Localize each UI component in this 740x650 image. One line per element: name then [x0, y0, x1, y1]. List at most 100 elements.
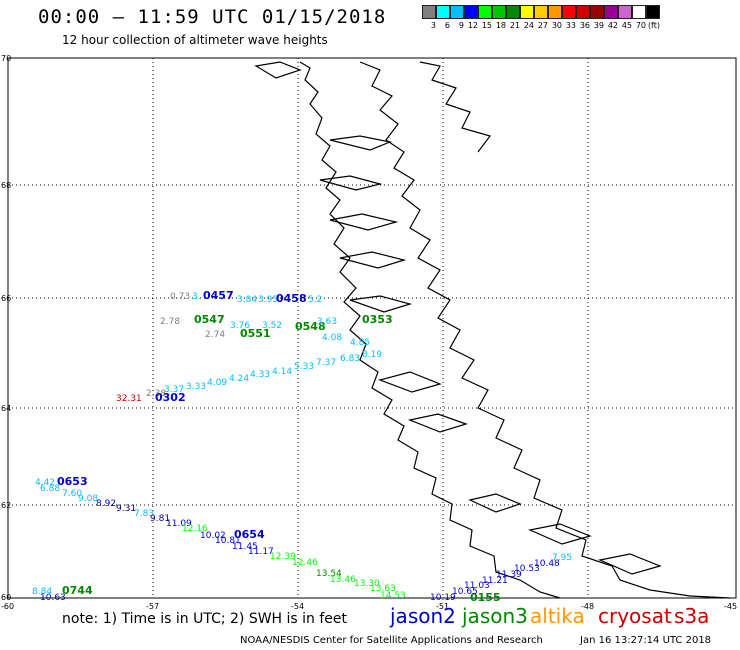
timestamp: Jan 16 13:27:14 UTC 2018: [580, 635, 712, 646]
lon-label-neg51: -51: [436, 602, 449, 611]
scale-swatch: [576, 5, 590, 19]
track-value: 13.46: [330, 575, 356, 585]
scale-label: 30: [551, 21, 562, 30]
track-value: 4.42: [35, 478, 55, 488]
track-value: 2.74: [205, 330, 225, 340]
lat-label-64: 64: [1, 404, 11, 413]
track-value: 9.81: [150, 514, 170, 524]
lat-label-66: 66: [1, 294, 11, 303]
track-time-label: 0155: [470, 591, 501, 604]
track-value: 3.33: [186, 382, 206, 392]
track-time-label: 0353: [362, 313, 393, 326]
track-value: 8.19: [362, 350, 382, 360]
track-value: 11.39: [496, 570, 522, 580]
lon-label-neg48: -48: [581, 602, 594, 611]
track-value: 4.85: [350, 338, 370, 348]
track-value: 11.09: [166, 519, 192, 529]
scale-label: 39: [593, 21, 604, 30]
track-value: 10.63: [40, 593, 66, 603]
track-value: 13.63: [370, 584, 396, 594]
track-value: 7.95: [552, 553, 572, 563]
scale-swatch: [562, 5, 576, 19]
graticule: [8, 58, 736, 598]
scale-label: 21: [509, 21, 520, 30]
track-value: 4.08: [322, 333, 342, 343]
track-time-label: 0548: [295, 320, 326, 333]
scale-swatch: [590, 5, 604, 19]
scale-swatch: [618, 5, 632, 19]
track-value: 12.39: [270, 552, 296, 562]
track-value: 4.24: [229, 374, 249, 384]
scale-label: 3: [430, 21, 436, 30]
scale-swatch: [632, 5, 646, 19]
scale-swatch: [492, 5, 506, 19]
track-value: 32.31: [116, 394, 142, 404]
track-value: 10.81: [215, 536, 241, 546]
track-value: 11.17: [248, 547, 274, 557]
scale-label: 18: [495, 21, 506, 30]
lat-label-70: 70: [1, 54, 11, 63]
track-value: 7.37: [316, 358, 336, 368]
track-value: 13.54: [316, 569, 342, 579]
track-time-label: 0744: [62, 584, 93, 597]
track-value: 5.2: [308, 295, 322, 305]
color-scale-labels: 3 6 9 12 15 18 21 24 27 30 33 36 39 42 45 70 (ft): [422, 21, 660, 30]
lat-label-68: 68: [1, 181, 11, 190]
scale-swatch: [646, 5, 660, 19]
track-value: 11.03: [464, 581, 490, 591]
track-value: 4.09: [207, 378, 227, 388]
scale-swatch: [506, 5, 520, 19]
track-value: 8.92: [96, 499, 116, 509]
track-time-label: 0551: [240, 327, 271, 340]
track-value: 12.46: [292, 558, 318, 568]
track-value: 6.88: [40, 484, 60, 494]
scale-swatch: [450, 5, 464, 19]
track-value: 10.02: [200, 531, 226, 541]
track-value: 14.53: [380, 591, 406, 601]
track-value: 3.95: [258, 295, 278, 305]
scale-label: 24: [523, 21, 534, 30]
map-frame: [7, 57, 737, 599]
legend-s3a: s3a: [674, 604, 710, 628]
scale-swatch: [604, 5, 618, 19]
scale-label: 27: [537, 21, 548, 30]
track-value: 2.78: [160, 317, 180, 327]
legend-cryosat: cryosat: [598, 604, 672, 628]
track-value: 7.83: [134, 509, 154, 519]
track-value: 5.33: [294, 362, 314, 372]
scale-label: (ft): [647, 21, 660, 30]
greenland-coastline: [254, 61, 731, 599]
track-value: 6.83: [340, 354, 360, 364]
track-value: 10.48: [534, 559, 560, 569]
map-title: 00:00 – 11:59 UTC 01/15/2018: [38, 6, 387, 28]
scale-label: 45: [621, 21, 632, 30]
track-value: 9.31: [116, 504, 136, 514]
scale-swatch: [422, 5, 436, 19]
legend-jason2: jason2: [390, 604, 456, 628]
track-value: 13.30: [354, 579, 380, 589]
track-time-label: 0547: [194, 313, 225, 326]
track-value: 10.53: [514, 564, 540, 574]
track-value: 4.14: [272, 367, 292, 377]
track-value: 7.60: [62, 489, 82, 499]
track-value: 10.19: [430, 593, 456, 603]
track-value: 3.52: [262, 321, 282, 331]
credit-line: NOAA/NESDIS Center for Satellite Applica…: [240, 635, 543, 646]
lat-label-60: 60: [1, 593, 11, 602]
lat-label-62: 62: [1, 501, 11, 510]
scale-swatch: [548, 5, 562, 19]
legend-altika: altika: [530, 604, 585, 628]
track-time-label: 0653: [57, 475, 88, 488]
track-value: 12.16: [182, 524, 208, 534]
lon-label-neg54: -54: [291, 602, 304, 611]
color-scale-swatches: [422, 5, 660, 19]
altimeter-tracks: 0.73 3. 0457 3.84 3.95 0458 5.2 2.78 054…: [32, 289, 572, 604]
track-value: 3.76: [230, 321, 250, 331]
track-value: 0.73: [170, 292, 190, 302]
scale-swatch: [478, 5, 492, 19]
scale-label: 70: [635, 21, 646, 30]
track-value: 10.65: [452, 587, 478, 597]
lon-label-neg57: -57: [146, 602, 159, 611]
track-time-label: 0458: [276, 292, 307, 305]
